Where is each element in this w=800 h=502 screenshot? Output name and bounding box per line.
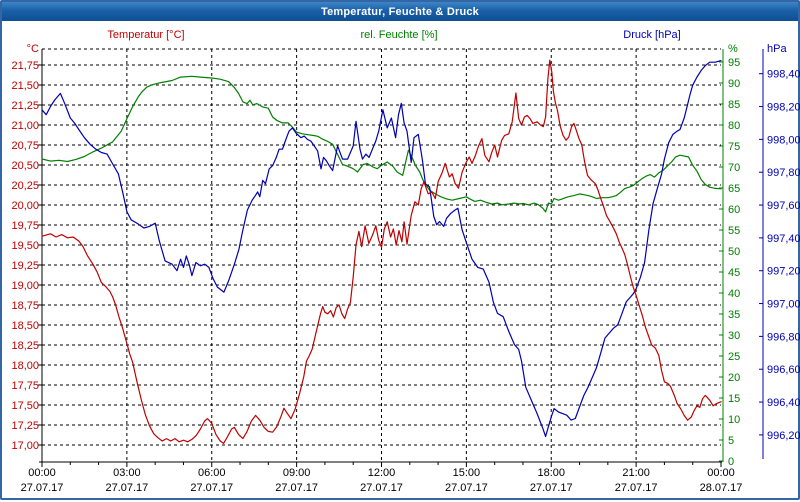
window-title: Temperatur, Feuchte & Druck [320,5,479,18]
humidity-tick-label: 15 [728,393,740,405]
humidity-tick-label: 25 [728,351,740,363]
humidity-axis-unit: % [728,43,738,55]
x-date-label: 27.07.17 [615,482,658,494]
x-date-label: 28.07.17 [700,482,743,494]
pressure-tick-label: 997,20 [767,266,800,278]
temperature-axis-title: Temperatur [°C] [107,29,184,41]
temp-tick-label: 19,50 [11,240,39,252]
humidity-tick-label: 30 [728,330,740,342]
x-time-label: 21:00 [622,467,650,479]
humidity-tick-label: 65 [728,183,740,195]
humidity-tick-label: 55 [728,225,740,237]
temp-tick-label: 17,75 [11,380,39,392]
plot-frame [38,49,722,467]
temp-tick-label: 18,50 [11,320,39,332]
temp-tick-label: 21,75 [11,60,39,72]
humidity-tick-label: 10 [728,414,740,426]
x-time-label: 06:00 [198,467,226,479]
humidity-tick-label: 95 [728,57,740,69]
pressure-axis-unit: hPa [767,43,787,55]
humidity-tick-label: 70 [728,162,740,174]
x-date-label: 27.07.17 [105,482,148,494]
pressure-tick-label: 996,80 [767,331,800,343]
humidity-axis [719,49,724,462]
temp-tick-label: 17,25 [11,420,39,432]
humidity-tick-label: 40 [728,288,740,300]
humidity-tick-label: 35 [728,309,740,321]
pressure-tick-label: 996,20 [767,430,800,442]
x-date-label: 27.07.17 [190,482,233,494]
pressure-series-line [41,59,722,438]
x-time-label: 03:00 [113,467,141,479]
pressure-tick-label: 998,20 [767,102,800,114]
pressure-tick-label: 996,60 [767,364,800,376]
temp-tick-label: 18,00 [11,360,39,372]
temp-tick-label: 19,25 [11,260,39,272]
pressure-tick-label: 997,00 [767,299,800,311]
x-time-label: 18:00 [537,467,565,479]
temp-tick-label: 17,50 [11,400,39,412]
temp-tick-label: 17,00 [11,440,39,452]
humidity-tick-label: 20 [728,372,740,384]
temp-tick-label: 20,75 [11,140,39,152]
temperature-series-line [41,59,722,444]
temp-tick-label: 21,25 [11,100,39,112]
temp-tick-label: 18,25 [11,340,39,352]
temp-tick-label: 21,00 [11,120,39,132]
x-time-label: 12:00 [368,467,396,479]
x-time-label: 15:00 [453,467,481,479]
pressure-tick-label: 997,40 [767,233,800,245]
temp-tick-label: 20,00 [11,200,39,212]
humidity-tick-label: 90 [728,78,740,90]
temp-tick-label: 19,75 [11,220,39,232]
pressure-tick-label: 996,40 [767,397,800,409]
x-time-label: 00:00 [707,467,735,479]
humidity-tick-label: 50 [728,246,740,258]
humidity-tick-label: 80 [728,120,740,132]
humidity-tick-label: 0 [728,456,734,468]
humidity-tick-label: 5 [728,435,734,447]
x-date-label: 27.07.17 [21,482,64,494]
temp-tick-label: 18,75 [11,300,39,312]
temp-axis-unit: °C [27,43,39,55]
temp-tick-label: 19,00 [11,280,39,292]
x-time-label: 09:00 [283,467,311,479]
x-time-label: 00:00 [28,467,56,479]
x-date-label: 27.07.17 [530,482,573,494]
pressure-tick-label: 998,00 [767,134,800,146]
humidity-series-line [41,75,722,213]
humidity-tick-label: 75 [728,141,740,153]
humidity-axis-title: rel. Feuchte [%] [360,29,437,41]
temp-tick-label: 20,25 [11,180,39,192]
temp-tick-label: 21,50 [11,80,39,92]
pressure-tick-label: 998,40 [767,69,800,81]
pressure-tick-label: 997,80 [767,167,800,179]
pressure-axis-title: Druck [hPa] [623,29,680,41]
x-date-label: 27.07.17 [360,482,403,494]
humidity-tick-label: 85 [728,99,740,111]
pressure-tick-label: 997,60 [767,200,800,212]
title-bar: Temperatur, Feuchte & Druck [2,2,798,21]
humidity-tick-label: 45 [728,267,740,279]
x-date-label: 27.07.17 [445,482,488,494]
temp-tick-label: 20,50 [11,160,39,172]
humidity-tick-label: 60 [728,204,740,216]
pressure-axis [759,49,764,459]
x-date-label: 27.07.17 [275,482,318,494]
gridlines [42,48,721,462]
